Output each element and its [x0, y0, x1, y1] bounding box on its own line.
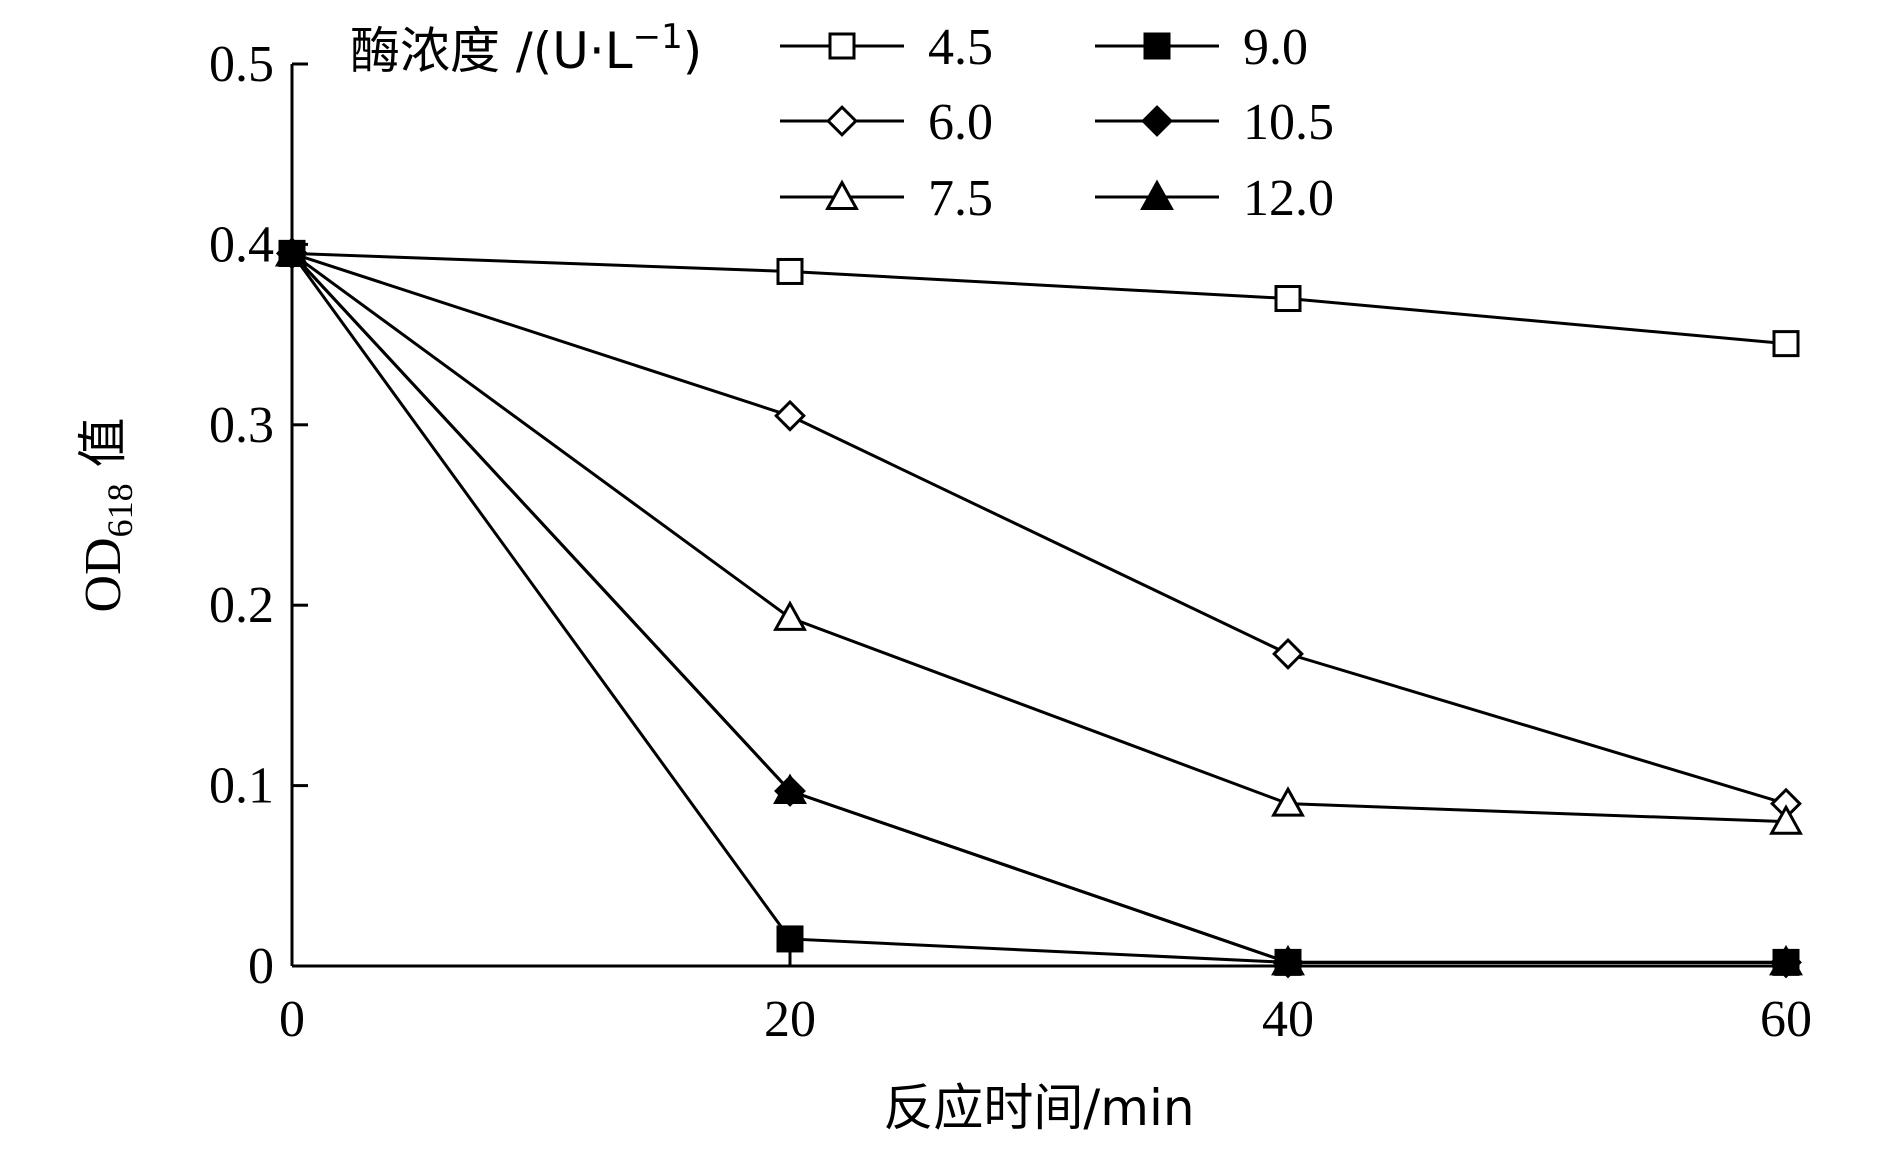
point-marker — [776, 257, 804, 285]
legend-title: 酶浓度 /(U·L−1) — [350, 17, 702, 80]
legend-item-7.5: 7.5 — [780, 170, 993, 227]
series-9.0 — [278, 239, 1800, 976]
y-tick-label: 0.4 — [209, 216, 274, 273]
x-tick-label: 60 — [1760, 991, 1812, 1048]
point-marker — [1769, 804, 1803, 835]
y-tick-label: 0 — [248, 938, 274, 995]
y-tick-label: 0.1 — [209, 758, 274, 815]
y-tick-label: 0.2 — [209, 577, 274, 634]
legend-label: 4.5 — [928, 19, 993, 76]
x-tick-label: 20 — [764, 991, 816, 1048]
legend-item-10.5: 10.5 — [1095, 94, 1334, 151]
series-line — [291, 251, 1787, 806]
point-marker — [776, 925, 804, 953]
legend-item-6.0: 6.0 — [780, 94, 993, 151]
point-marker — [1272, 637, 1304, 670]
point-marker — [1143, 32, 1171, 60]
point-marker — [1772, 330, 1800, 358]
point-marker — [1769, 944, 1803, 976]
series-4.5 — [278, 239, 1800, 358]
point-marker — [828, 32, 856, 60]
point-marker — [1271, 786, 1305, 817]
point-marker — [1271, 944, 1305, 976]
y-tick-label: 0.5 — [209, 36, 274, 93]
legend-label: 6.0 — [928, 94, 993, 151]
series-layer — [275, 235, 1803, 979]
point-marker — [1140, 179, 1174, 211]
legend: 酶浓度 /(U·L−1) 4.5 6.0 7.5 9.0 10.5 12.0 — [350, 17, 1334, 227]
x-tick-label: 0 — [279, 991, 305, 1048]
legend-label: 7.5 — [928, 170, 993, 227]
point-marker — [774, 399, 806, 432]
series-line — [291, 251, 1787, 346]
legend-item-9.0: 9.0 — [1095, 19, 1308, 76]
point-marker — [826, 105, 858, 137]
axes: 0 0.1 0.2 0.3 0.4 0.5 0 20 40 60 — [209, 36, 1812, 1048]
point-marker — [1141, 105, 1173, 137]
point-marker — [773, 773, 807, 805]
series-line — [290, 252, 1786, 964]
legend-label: 12.0 — [1243, 170, 1334, 227]
series-6.0 — [276, 237, 1802, 820]
series-line — [290, 252, 1786, 964]
point-marker — [275, 235, 309, 267]
series-10.5 — [276, 237, 1802, 979]
series-12.0 — [275, 235, 1803, 976]
series-line — [290, 252, 1786, 964]
legend-item-4.5: 4.5 — [780, 19, 993, 76]
point-marker — [773, 600, 807, 631]
legend-label: 9.0 — [1243, 19, 1308, 76]
legend-item-12.0: 12.0 — [1095, 170, 1334, 227]
legend-label: 10.5 — [1243, 94, 1334, 151]
point-marker — [1274, 285, 1302, 313]
x-tick-label: 40 — [1262, 991, 1314, 1048]
series-line — [291, 252, 1787, 824]
point-marker — [825, 179, 859, 211]
x-axis-label: 反应时间/min — [883, 1079, 1194, 1137]
y-axis-label: OD618 值 — [74, 417, 140, 612]
y-tick-label: 0.3 — [209, 397, 274, 454]
